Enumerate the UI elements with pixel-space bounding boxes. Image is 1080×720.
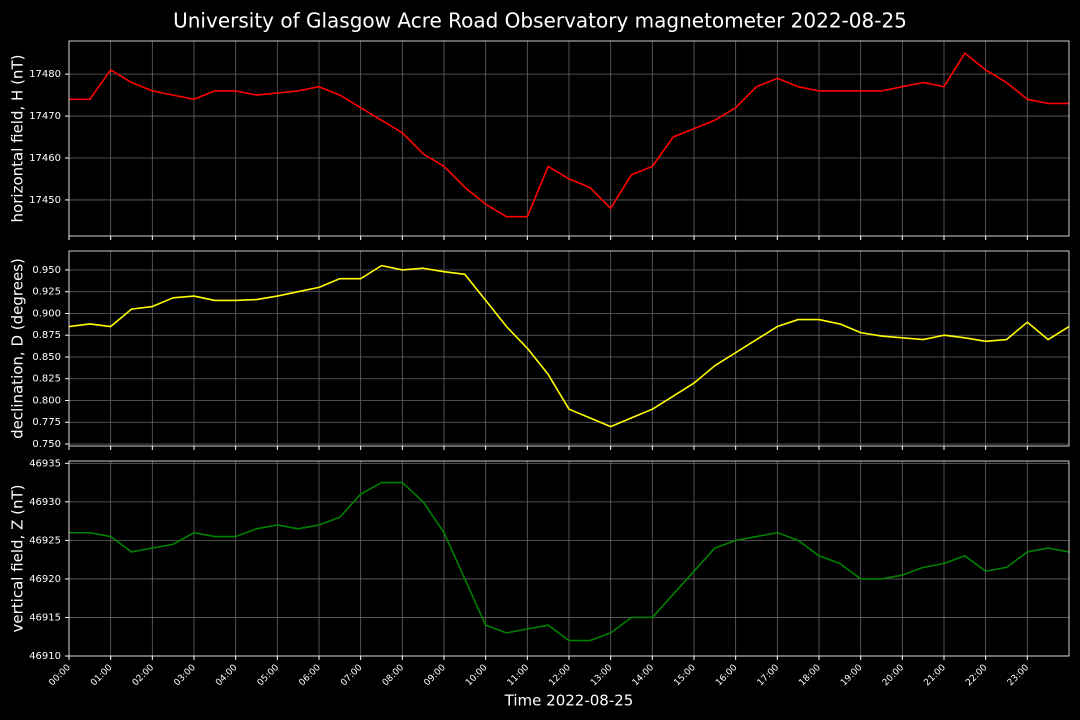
- data-line: [69, 52, 1069, 218]
- y-axis-label: vertical field, Z (nT): [9, 484, 27, 632]
- y-tick-label: 46910: [29, 651, 61, 662]
- y-tick-label: 0.925: [32, 287, 61, 298]
- y-tick-label: 0.750: [32, 439, 61, 450]
- y-tick-label: 46930: [29, 497, 61, 508]
- plot-frame: [68, 40, 1070, 237]
- y-axis-label: declination, D (degrees): [9, 258, 27, 439]
- data-line: [69, 481, 1070, 642]
- y-tick-label: 46935: [29, 458, 61, 469]
- y-tick-label: 17470: [29, 111, 61, 122]
- x-axis-label: Time 2022-08-25: [504, 692, 634, 710]
- y-tick-label: 0.775: [32, 417, 61, 428]
- plot-frame: [68, 250, 1070, 447]
- y-tick-label: 46925: [29, 535, 61, 546]
- y-tick-label: 0.950: [32, 265, 61, 276]
- y-tick-label: 0.800: [32, 395, 61, 406]
- y-tick-label: 17480: [29, 69, 61, 80]
- y-tick-label: 46920: [29, 574, 61, 585]
- y-tick-label: 0.875: [32, 330, 61, 341]
- data-line: [68, 264, 1070, 428]
- y-tick-label: 17460: [29, 153, 61, 164]
- y-axis-label: horizontal field, H (nT): [9, 55, 27, 223]
- y-tick-label: 0.850: [32, 352, 61, 363]
- plot-frame: [68, 460, 1070, 657]
- chart-title: University of Glasgow Acre Road Observat…: [173, 9, 907, 33]
- y-tick-label: 0.900: [32, 308, 61, 319]
- y-tick-label: 0.825: [32, 374, 61, 385]
- y-tick-label: 46915: [29, 612, 61, 623]
- y-tick-label: 17450: [29, 195, 61, 206]
